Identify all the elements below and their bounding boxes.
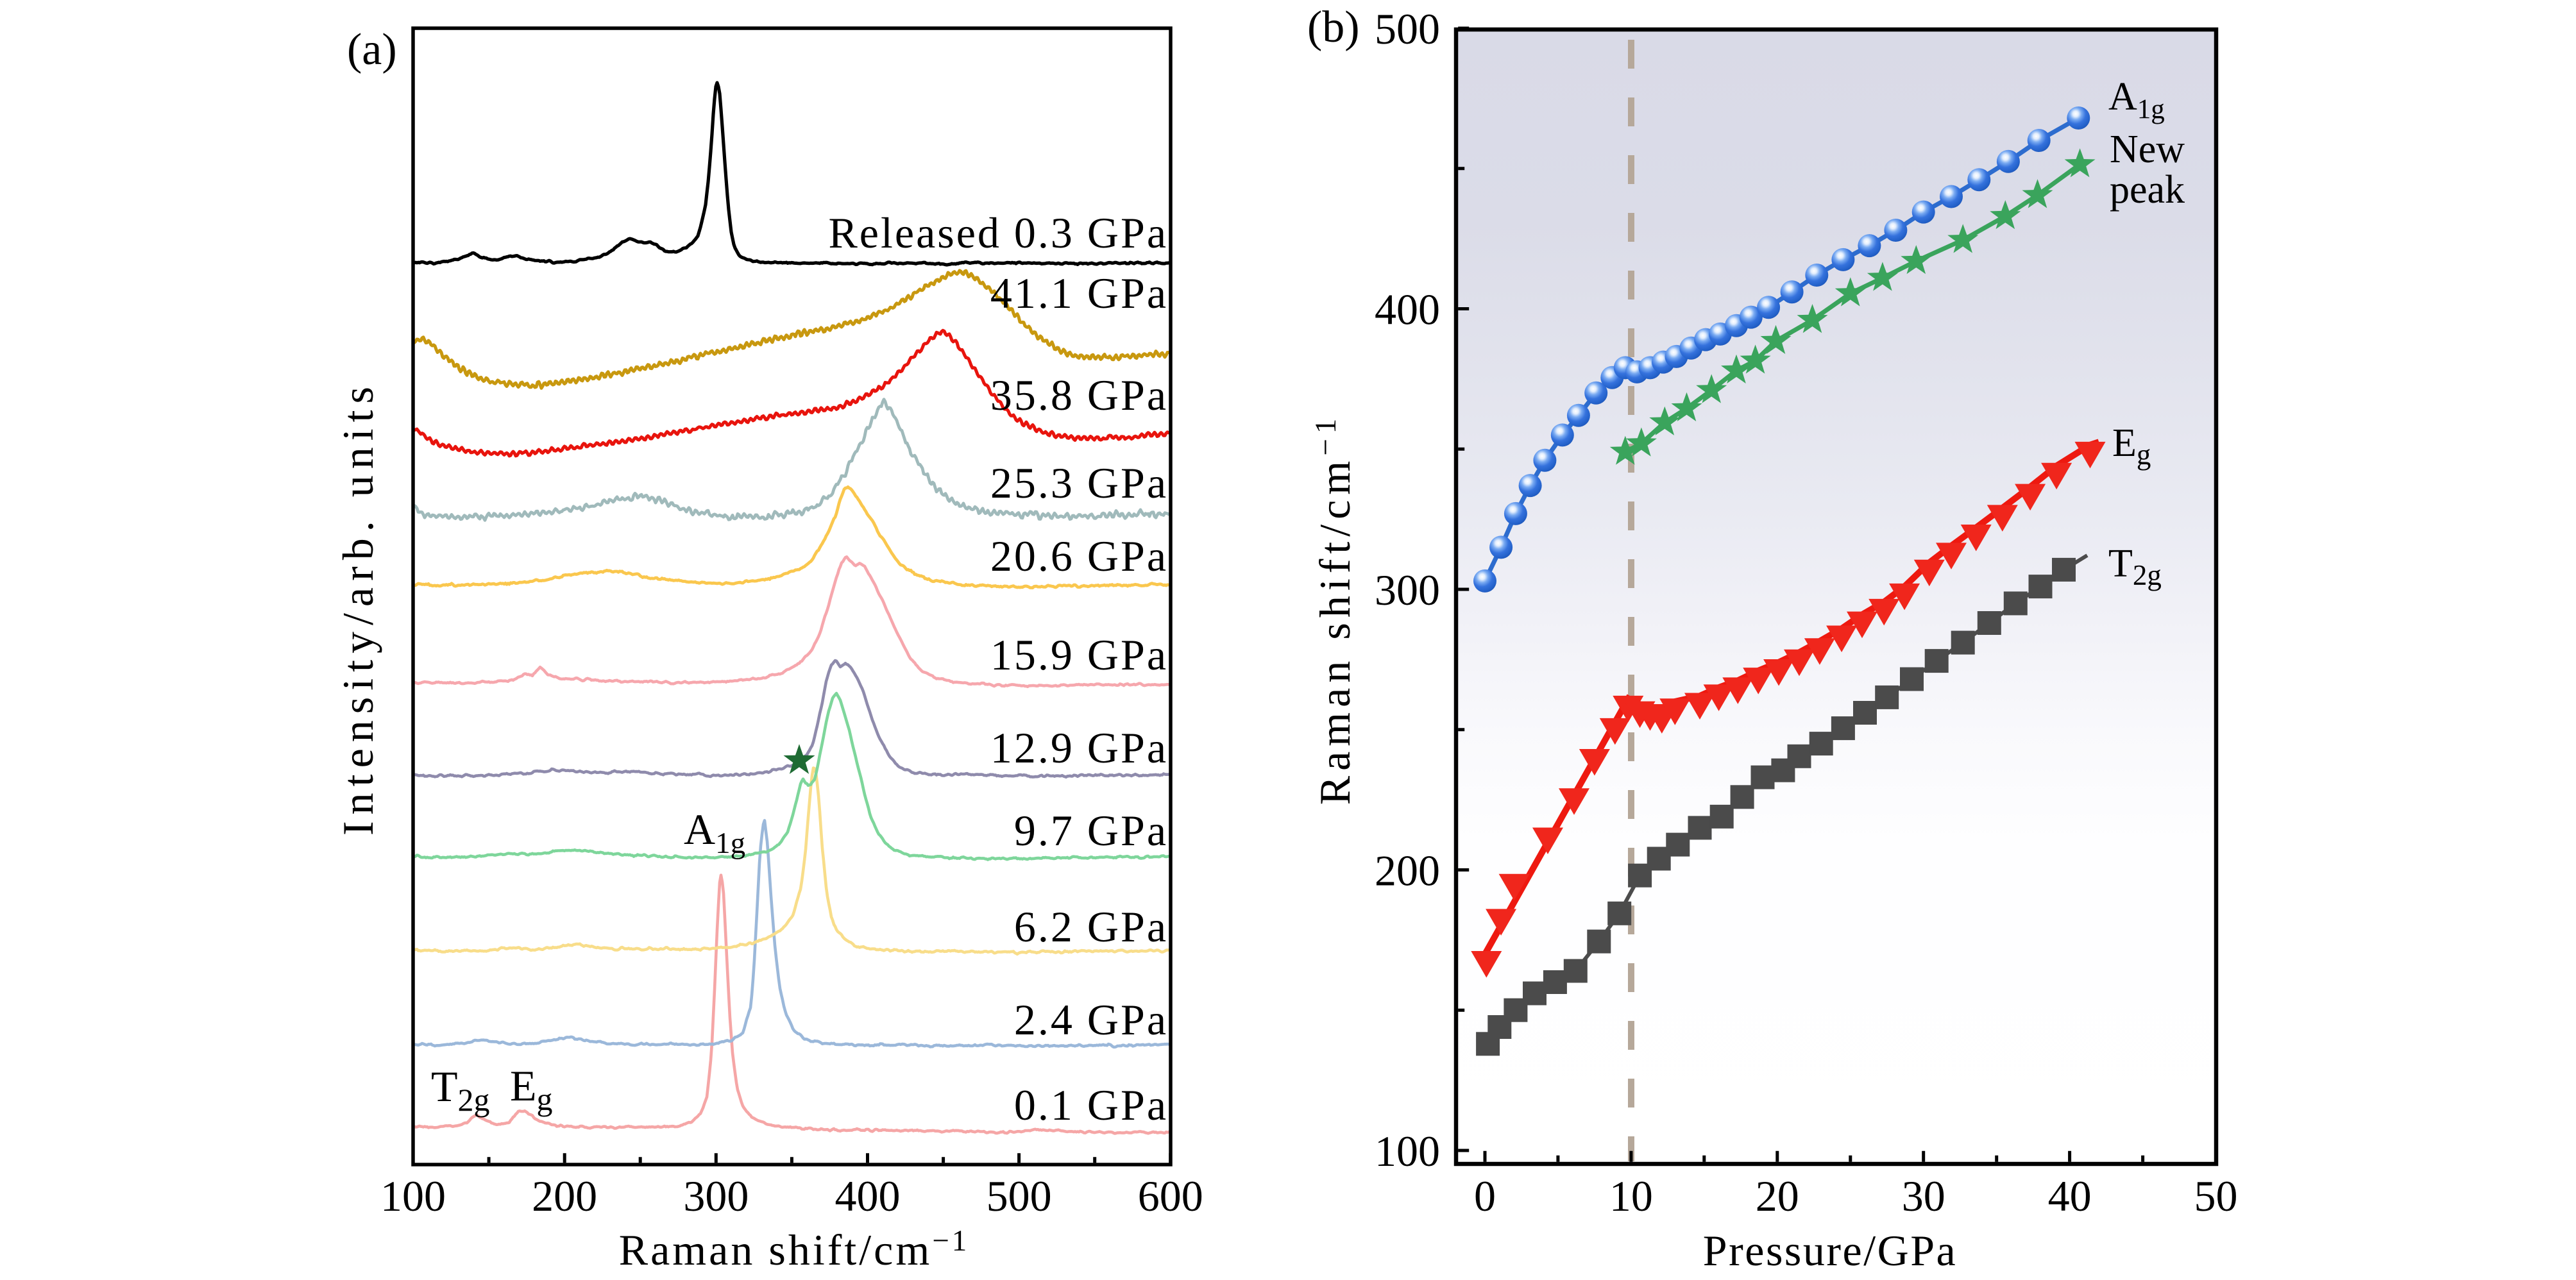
- svg-text:10: 10: [1609, 1172, 1653, 1220]
- svg-text:6.2 GPa: 6.2 GPa: [1014, 902, 1168, 951]
- svg-text:Raman shift/cm−1: Raman shift/cm−1: [619, 1224, 970, 1274]
- svg-text:30: 30: [1902, 1172, 1945, 1220]
- svg-text:New: New: [2110, 128, 2185, 171]
- svg-text:500: 500: [1375, 4, 1440, 53]
- svg-text:41.1 GPa: 41.1 GPa: [990, 269, 1168, 317]
- svg-text:(a): (a): [347, 25, 397, 74]
- svg-text:peak: peak: [2110, 168, 2185, 212]
- svg-text:0.1 GPa: 0.1 GPa: [1014, 1081, 1168, 1129]
- svg-text:0: 0: [1474, 1172, 1496, 1220]
- svg-text:T2g: T2g: [431, 1062, 490, 1118]
- svg-text:40: 40: [2048, 1172, 2092, 1220]
- svg-text:100: 100: [1375, 1127, 1440, 1175]
- svg-text:Released 0.3 GPa: Released 0.3 GPa: [828, 208, 1168, 257]
- svg-text:200: 200: [532, 1172, 597, 1220]
- svg-text:400: 400: [835, 1172, 900, 1220]
- svg-text:Intensity/arb. units: Intensity/arb. units: [334, 380, 382, 836]
- svg-text:20: 20: [1756, 1172, 1799, 1220]
- svg-text:25.3 GPa: 25.3 GPa: [990, 459, 1168, 507]
- svg-text:9.7 GPa: 9.7 GPa: [1014, 806, 1168, 855]
- svg-text:15.9 GPa: 15.9 GPa: [990, 630, 1168, 679]
- svg-text:Pressure/GPa: Pressure/GPa: [1703, 1226, 1957, 1275]
- svg-text:(b): (b): [1307, 3, 1360, 52]
- svg-text:600: 600: [1138, 1172, 1203, 1220]
- svg-text:12.9 GPa: 12.9 GPa: [990, 723, 1168, 772]
- svg-text:35.8 GPa: 35.8 GPa: [990, 371, 1168, 419]
- svg-text:Raman shift/cm−1: Raman shift/cm−1: [1309, 414, 1359, 805]
- svg-text:300: 300: [683, 1172, 749, 1220]
- svg-text:50: 50: [2194, 1172, 2238, 1220]
- svg-text:500: 500: [987, 1172, 1052, 1220]
- svg-text:100: 100: [380, 1172, 446, 1220]
- svg-text:20.6 GPa: 20.6 GPa: [990, 532, 1168, 580]
- svg-text:300: 300: [1375, 566, 1440, 614]
- svg-text:2.4 GPa: 2.4 GPa: [1014, 995, 1168, 1044]
- svg-text:A1g: A1g: [684, 805, 745, 860]
- svg-text:Eg: Eg: [510, 1061, 553, 1117]
- svg-text:400: 400: [1375, 285, 1440, 334]
- svg-text:200: 200: [1375, 846, 1440, 895]
